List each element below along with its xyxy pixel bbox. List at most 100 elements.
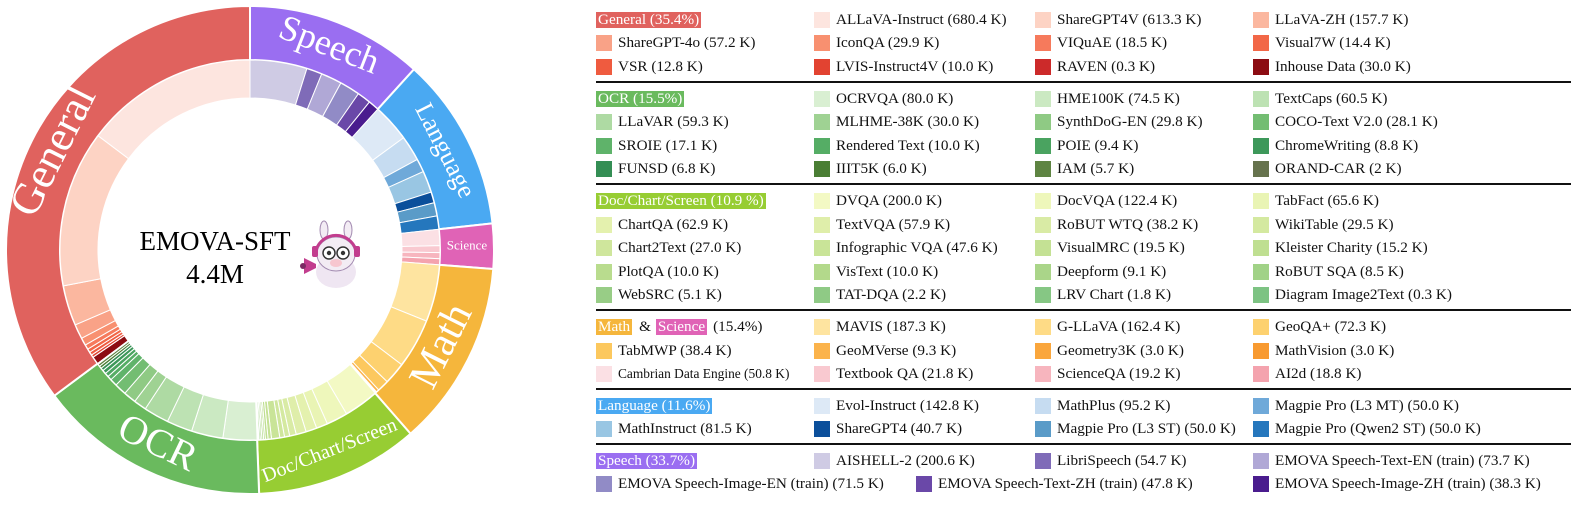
legend-item-tabfact-65-6-k: TabFact (65.6 K) bbox=[1253, 192, 1571, 209]
legend-item-hme100k-74-5-k: HME100K (74.5 K) bbox=[1035, 89, 1253, 107]
legend-item-dvqa-200-0-k: DVQA (200.0 K) bbox=[814, 192, 1035, 209]
legend-swatch bbox=[1035, 366, 1051, 383]
legend-item-websrc-5-1-k: WebSRC (5.1 K) bbox=[596, 287, 814, 304]
legend-swatch bbox=[596, 35, 612, 52]
legend-label: Infographic VQA (47.6 K) bbox=[836, 239, 998, 257]
legend-label: VisualMRC (19.5 K) bbox=[1057, 239, 1185, 257]
legend-item-textvqa-57-9-k: TextVQA (57.9 K) bbox=[814, 215, 1035, 233]
group-header-share: (15.4%) bbox=[713, 317, 763, 335]
legend-label: IconQA (29.9 K) bbox=[836, 34, 940, 52]
legend-item-geometry3k-3-0-k: Geometry3K (3.0 K) bbox=[1035, 342, 1253, 359]
legend-swatch bbox=[596, 58, 612, 75]
legend-item-tat-dqa-2-2-k: TAT-DQA (2.2 K) bbox=[814, 287, 1035, 304]
legend-row: PlotQA (10.0 K) VisText (10.0 K) Deepform … bbox=[596, 260, 1571, 284]
legend-swatch bbox=[1035, 421, 1051, 438]
legend-item-geomverse-9-3-k: GeoMVerse (9.3 K) bbox=[814, 342, 1035, 359]
legend-label: EMOVA Speech-Image-ZH (train) (38.3 K) bbox=[1275, 475, 1541, 493]
legend-swatch bbox=[1035, 90, 1051, 107]
legend-label: MLHME-38K (30.0 K) bbox=[836, 113, 979, 131]
legend-swatch bbox=[814, 114, 830, 131]
legend-label: ScienceQA (19.2 K) bbox=[1057, 365, 1181, 383]
legend-swatch bbox=[1035, 318, 1051, 335]
legend-swatch bbox=[1253, 397, 1269, 414]
legend-swatch bbox=[814, 366, 830, 383]
group-header-joiner: & bbox=[639, 317, 651, 335]
legend-label: Magpie Pro (Qwen2 ST) (50.0 K) bbox=[1275, 420, 1481, 438]
legend-label: AISHELL-2 (200.6 K) bbox=[836, 451, 975, 469]
legend-label: WikiTable (29.5 K) bbox=[1275, 215, 1394, 233]
legend-item-poie-9-4-k: POIE (9.4 K) bbox=[1035, 136, 1253, 154]
legend-swatch bbox=[1253, 216, 1269, 233]
legend-swatch bbox=[814, 342, 830, 359]
legend-swatch bbox=[814, 90, 830, 107]
legend-swatch bbox=[1253, 476, 1269, 493]
legend-item-allava-instruct-680-4-k: ALLaVA-Instruct (680.4 K) bbox=[814, 11, 1035, 28]
legend-section: Doc/Chart/Screen (10.9 %) DVQA (200.0 K) D… bbox=[596, 189, 1571, 307]
legend-divider bbox=[596, 443, 1571, 446]
legend-row: Doc/Chart/Screen (10.9 %) DVQA (200.0 K) D… bbox=[596, 189, 1571, 213]
legend-item-plotqa-10-0-k: PlotQA (10.0 K) bbox=[596, 263, 814, 280]
legend-label: Visual7W (14.4 K) bbox=[1275, 34, 1391, 52]
legend-swatch bbox=[1035, 58, 1051, 75]
legend-swatch bbox=[1035, 11, 1051, 28]
legend-section: OCR (15.5%) OCRVQA (80.0 K) HME100K (74.5 … bbox=[596, 87, 1571, 181]
legend-item-visualmrc-19-5-k: VisualMRC (19.5 K) bbox=[1035, 239, 1253, 257]
legend-item-robut-wtq-38-2-k: RoBUT WTQ (38.2 K) bbox=[1035, 215, 1253, 233]
legend-row: VSR (12.8 K) LVIS-Instruct4V (10.0 K) RAVE… bbox=[596, 55, 1571, 79]
legend-swatch bbox=[814, 216, 830, 233]
legend-label: POIE (9.4 K) bbox=[1057, 136, 1139, 154]
legend-label: TextVQA (57.9 K) bbox=[836, 215, 951, 233]
legend-item-coco-text-v2-0-28-1-k: COCO-Text V2.0 (28.1 K) bbox=[1253, 114, 1571, 131]
legend-label: ShareGPT4 (40.7 K) bbox=[836, 420, 963, 438]
legend-swatch bbox=[596, 114, 612, 131]
legend-item-rendered-text-10-0-k: Rendered Text (10.0 K) bbox=[814, 137, 1035, 154]
legend-swatch bbox=[1035, 287, 1051, 304]
legend-item-mathvision-3-0-k: MathVision (3.0 K) bbox=[1253, 341, 1571, 359]
group-header-label: Doc/Chart/Screen (10.9 %) bbox=[596, 191, 766, 209]
legend-swatch bbox=[1253, 452, 1269, 469]
legend-swatch bbox=[814, 35, 830, 52]
legend-item-mavis-187-3-k: MAVIS (187.3 K) bbox=[814, 318, 1035, 335]
legend-swatch bbox=[1035, 240, 1051, 257]
legend-item-mathinstruct-81-5-k: MathInstruct (81.5 K) bbox=[596, 421, 814, 438]
legend-label: Inhouse Data (30.0 K) bbox=[1275, 57, 1411, 75]
legend-item-scienceqa-19-2-k: ScienceQA (19.2 K) bbox=[1035, 365, 1253, 383]
legend-item-iam-5-7-k: IAM (5.7 K) bbox=[1035, 161, 1253, 178]
legend-label: Chart2Text (27.0 K) bbox=[618, 239, 742, 257]
legend-item-deepform-9-1-k: Deepform (9.1 K) bbox=[1035, 262, 1253, 280]
legend-label: EMOVA Speech-Image-EN (train) (71.5 K) bbox=[618, 475, 884, 493]
group-header-label: Speech (33.7%) bbox=[596, 451, 697, 469]
group-header-label: OCR (15.5%) bbox=[596, 89, 685, 107]
legend-item-textcaps-60-5-k: TextCaps (60.5 K) bbox=[1253, 90, 1571, 107]
legend-item-ocrvqa-80-0-k: OCRVQA (80.0 K) bbox=[814, 90, 1035, 107]
inner-ring bbox=[59, 59, 441, 441]
legend-row: SROIE (17.1 K) Rendered Text (10.0 K) POIE… bbox=[596, 134, 1571, 158]
legend-swatch bbox=[596, 342, 612, 359]
legend-label: RoBUT SQA (8.5 K) bbox=[1275, 262, 1404, 280]
legend-item-vsr-12-8-k: VSR (12.8 K) bbox=[596, 58, 814, 75]
legend-label: FUNSD (6.8 K) bbox=[618, 160, 716, 178]
legend-item-emova-speech-image-en-train-71-5-k: EMOVA Speech-Image-EN (train) (71.5 K) bbox=[596, 475, 916, 493]
legend-item-docvqa-122-4-k: DocVQA (122.4 K) bbox=[1035, 192, 1253, 209]
legend-swatch bbox=[814, 397, 830, 414]
legend-row: MathInstruct (81.5 K) ShareGPT4 (40.7 K) M… bbox=[596, 418, 1571, 442]
legend-label: MathVision (3.0 K) bbox=[1275, 341, 1395, 359]
legend-label: Evol-Instruct (142.8 K) bbox=[836, 396, 979, 414]
legend-item-geoqa-72-3-k: GeoQA+ (72.3 K) bbox=[1253, 318, 1571, 335]
legend-label: HME100K (74.5 K) bbox=[1057, 89, 1180, 107]
legend-label: Deepform (9.1 K) bbox=[1057, 262, 1167, 280]
legend-item-evol-instruct-142-8-k: Evol-Instruct (142.8 K) bbox=[814, 396, 1035, 414]
legend-section: General (35.4%) ALLaVA-Instruct (680.4 K)… bbox=[596, 8, 1571, 79]
legend-row: EMOVA Speech-Image-EN (train) (71.5 K) EM… bbox=[596, 473, 1571, 497]
legend-swatch bbox=[1253, 58, 1269, 75]
donut-chart: SpeechLanguageScienceMathDoc/Chart/Scree… bbox=[0, 4, 495, 495]
legend-item-kleister-charity-15-2-k: Kleister Charity (15.2 K) bbox=[1253, 240, 1571, 257]
legend-swatch bbox=[814, 240, 830, 257]
legend-label: Diagram Image2Text (0.3 K) bbox=[1275, 286, 1452, 304]
legend-label: RAVEN (0.3 K) bbox=[1057, 57, 1156, 75]
legend-group-header: General (35.4%) bbox=[596, 11, 814, 28]
legend-label: RoBUT WTQ (38.2 K) bbox=[1057, 215, 1199, 233]
legend-item-emova-speech-text-zh-train-47-8-k: EMOVA Speech-Text-ZH (train) (47.8 K) bbox=[916, 476, 1253, 493]
legend-item-chartqa-62-9-k: ChartQA (62.9 K) bbox=[596, 216, 814, 233]
legend-swatch bbox=[814, 11, 830, 28]
